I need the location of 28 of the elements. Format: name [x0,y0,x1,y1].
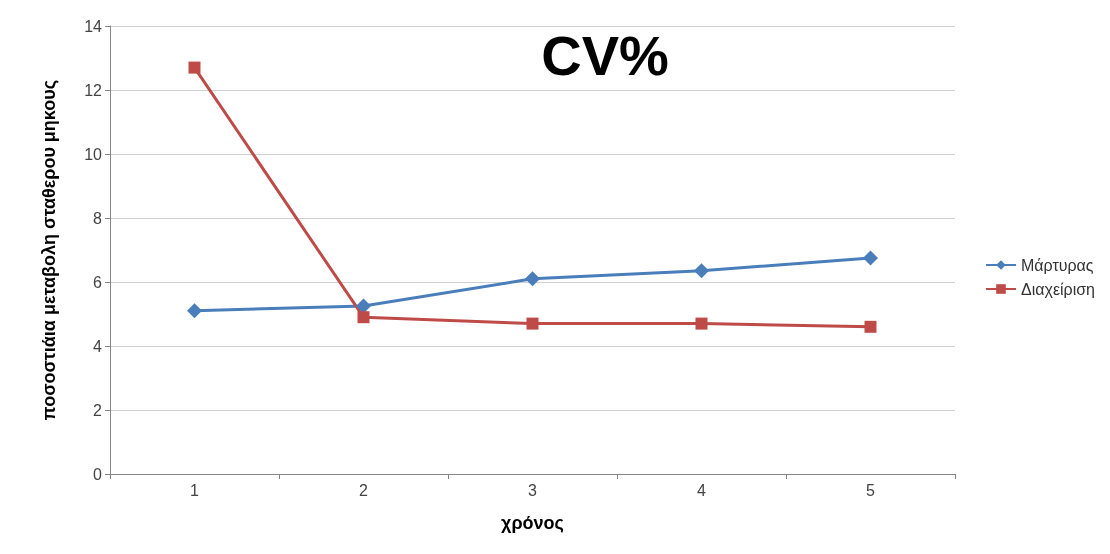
point [526,317,539,330]
x-tick-label: 3 [528,481,538,499]
point [356,298,371,314]
y-tick-label: 2 [93,401,103,419]
x-tick-label: 4 [697,481,707,499]
chart-title: CV% [541,23,669,87]
x-axis-title: χρόνος [501,513,564,533]
x-tick-label: 1 [190,481,200,499]
legend-label: Μάρτυρας [1020,256,1094,274]
x-tick-label: 5 [866,481,876,499]
y-tick-label: 12 [84,81,103,99]
y-tick-label: 10 [84,145,103,163]
y-tick-label: 6 [93,273,103,291]
point [694,263,709,279]
y-tick-label: 0 [93,465,103,483]
y-tick-label: 4 [93,337,103,355]
point [864,320,877,333]
legend-label: Διαχείριση [1020,280,1096,298]
point [188,61,201,74]
point [357,311,370,324]
point [187,303,202,319]
point [525,271,540,287]
point [695,317,708,330]
y-axis-title: ποσοστιάια μεταβολη σταθερου μηκους [39,79,59,421]
y-tick-label: 8 [93,209,103,227]
y-tick-label: 14 [84,17,103,35]
x-tick-label: 2 [359,481,369,499]
point [863,250,878,266]
